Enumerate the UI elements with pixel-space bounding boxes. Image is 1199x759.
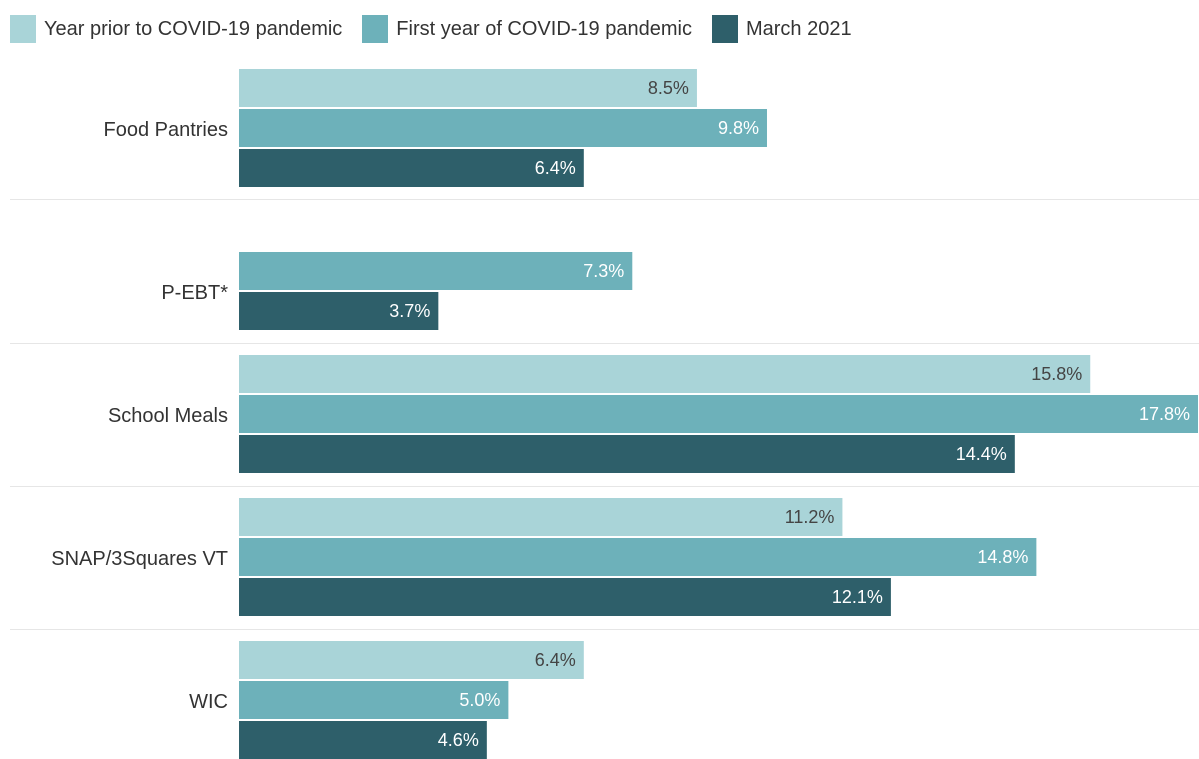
bar-food-pantries-series-1	[239, 109, 767, 147]
legend-label-first-year: First year of COVID-19 pandemic	[396, 17, 692, 40]
bar-label-snap-3squares-vt-series-0: 11.2%	[785, 507, 835, 527]
bar-wic-series-1	[239, 681, 509, 719]
bar-snap-3squares-vt-series-1	[239, 538, 1037, 576]
legend-item-march-2021: March 2021	[711, 15, 852, 43]
bar-label-p-ebt-series-1: 7.3%	[583, 261, 624, 281]
bar-label-snap-3squares-vt-series-1: 14.8%	[977, 547, 1028, 567]
bar-label-wic-series-1: 5.0%	[459, 690, 500, 710]
bar-label-food-pantries-series-0: 8.5%	[648, 78, 689, 98]
bar-school-meals-series-0	[239, 355, 1091, 393]
legend-swatch-march-2021	[711, 15, 738, 43]
bar-label-wic-series-2: 4.6%	[438, 730, 479, 750]
legend-label-year-prior: Year prior to COVID-19 pandemic	[44, 17, 343, 40]
bar-label-school-meals-series-0: 15.8%	[1031, 364, 1082, 384]
bar-school-meals-series-1	[239, 395, 1198, 433]
bar-wic-series-2	[239, 721, 487, 759]
bar-food-pantries-series-0	[239, 69, 697, 107]
bar-label-school-meals-series-2: 14.4%	[956, 444, 1007, 464]
bar-label-food-pantries-series-2: 6.4%	[535, 158, 576, 178]
chart-legend: Year prior to COVID-19 pandemic First ye…	[10, 14, 852, 44]
bar-label-school-meals-series-1: 17.8%	[1139, 404, 1190, 424]
category-label-school-meals: School Meals	[108, 405, 228, 427]
bar-snap-3squares-vt-series-0	[239, 498, 843, 536]
category-label-food-pantries: Food Pantries	[103, 119, 228, 141]
legend-item-first-year: First year of COVID-19 pandemic	[362, 15, 692, 43]
bar-label-p-ebt-series-2: 3.7%	[389, 301, 430, 321]
legend-label-march-2021: March 2021	[745, 17, 852, 40]
legend-swatch-year-prior	[10, 15, 36, 43]
category-label-p-ebt: P-EBT*	[161, 282, 228, 304]
legend-item-year-prior: Year prior to COVID-19 pandemic	[10, 15, 342, 43]
bar-p-ebt-series-2	[239, 292, 439, 330]
bar-p-ebt-series-1	[239, 252, 633, 290]
bar-wic-series-0	[239, 641, 584, 679]
bar-label-snap-3squares-vt-series-2: 12.1%	[832, 587, 883, 607]
category-label-wic: WIC	[189, 691, 228, 713]
bar-label-food-pantries-series-1: 9.8%	[718, 118, 759, 138]
legend-swatch-first-year	[362, 15, 389, 43]
bar-school-meals-series-2	[239, 435, 1015, 473]
bar-food-pantries-series-2	[239, 149, 584, 187]
bar-snap-3squares-vt-series-2	[239, 578, 891, 616]
category-label-snap-3squares-vt: SNAP/3Squares VT	[51, 548, 228, 570]
bar-label-wic-series-0: 6.4%	[535, 650, 576, 670]
